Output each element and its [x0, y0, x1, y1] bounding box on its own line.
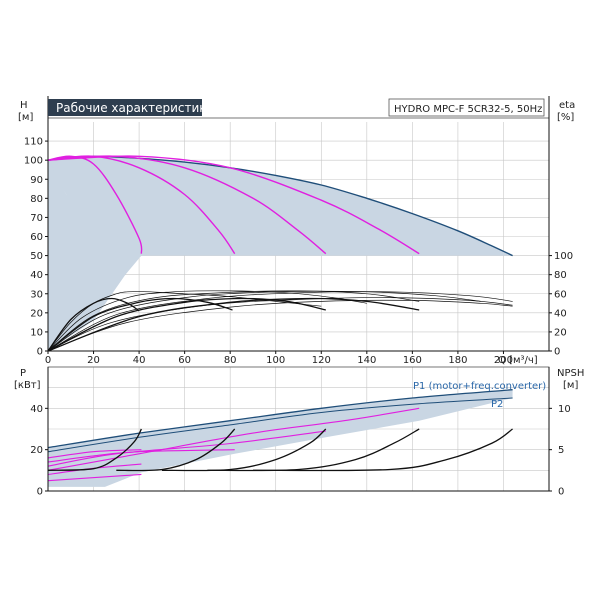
head-tick-label: 110 [24, 137, 43, 148]
eff-curve-4 [47, 297, 420, 352]
eff-curve-3 [47, 297, 326, 352]
npsh-tick-label: 5 [558, 445, 564, 456]
eff-curve-1 [47, 297, 140, 352]
flow-tick-label: 200 [494, 355, 513, 366]
flow-tick-label: 140 [357, 355, 376, 366]
flow-tick-label: 160 [403, 355, 422, 366]
curve-layer [47, 155, 513, 482]
model-box [388, 98, 545, 117]
head-curve-1 [47, 155, 143, 254]
title-box [48, 99, 202, 116]
flow-tick-label: 80 [224, 355, 237, 366]
eta-axis-unit: [%] [557, 112, 574, 123]
head-tick-label: 10 [30, 327, 43, 338]
head-tick-label: 30 [30, 289, 43, 300]
axis-layer: 0 20 40 60 80 100 120 140 160 180 2000102030405060… [24, 96, 573, 498]
head-axis-label: H [20, 100, 28, 111]
power-tick-label: 0 [37, 487, 43, 498]
head-tick-label: 20 [30, 308, 43, 319]
flow-tick-label: 20 [87, 355, 100, 366]
head-tick-label: 50 [30, 251, 43, 262]
power-axis-label: P [20, 368, 26, 379]
power-tick-label: 40 [30, 404, 43, 415]
eta-tick-label: 20 [554, 327, 567, 338]
eff-curve-thin-7 [47, 299, 513, 352]
npsh-tick-label: 0 [558, 487, 564, 498]
npsh-axis-unit: [м] [563, 380, 578, 391]
eta-tick-label: 100 [554, 251, 573, 262]
flow-tick-label: 40 [133, 355, 146, 366]
eff-curve-thin-6 [47, 297, 513, 352]
legend-p2: P2 [491, 399, 503, 410]
eff-curve-2 [47, 297, 233, 352]
head-curve-4 [47, 155, 420, 255]
chart-title: Рабочие характеристики [56, 101, 214, 115]
head-tick-label: 0 [37, 347, 43, 358]
legend-p1: P1 (motor+freq.converter) [413, 381, 546, 392]
flow-tick-label: 180 [448, 355, 467, 366]
power-curve-3 [47, 430, 326, 467]
p2-envelope-curve [47, 397, 513, 453]
head-tick-label: 80 [30, 194, 43, 205]
power-axis-unit: [кВт] [14, 380, 41, 391]
npsh-axis-label: NPSH [557, 368, 584, 379]
eta-tick-label: 0 [554, 347, 560, 358]
eff-curve-thin-5 [47, 291, 513, 352]
npsh-curve-1 [47, 428, 142, 471]
power-operating-area [48, 389, 513, 487]
power-curve-4 [47, 407, 420, 471]
npsh-curve-5 [252, 428, 513, 472]
eff-curve-thin-2 [47, 290, 367, 352]
head-tick-label: 40 [30, 270, 43, 281]
eff-curve-thin-4 [47, 290, 481, 352]
flow-tick-label: 0 [45, 355, 51, 366]
head-tick-label: 100 [24, 156, 43, 167]
head-axis-unit: [м] [18, 112, 33, 123]
flow-tick-label: 120 [312, 355, 331, 366]
head-tick-label: 70 [30, 213, 43, 224]
p1-envelope-curve [47, 389, 513, 449]
eta-tick-label: 80 [554, 270, 567, 281]
flow-axis-unit: Q [м³/ч] [498, 355, 538, 366]
eta-tick-label: 40 [554, 308, 567, 319]
power-curve-6 [47, 473, 142, 482]
npsh-tick-label: 10 [558, 404, 571, 415]
model-label: HYDRO MPC-F 5CR32-5, 50Hz [394, 104, 542, 115]
eta-tick-label: 60 [554, 289, 567, 300]
npsh-curve-2 [116, 428, 236, 472]
eff-curve-thin-3 [47, 290, 420, 352]
flow-tick-label: 100 [266, 355, 285, 366]
power-curve-1 [47, 449, 142, 459]
head-tick-label: 60 [30, 232, 43, 243]
min-speed-area [48, 160, 142, 351]
flow-tick-label: 60 [178, 355, 191, 366]
power-tick-label: 20 [30, 445, 43, 456]
eta-axis-label: eta [559, 100, 575, 111]
npsh-curve-3 [161, 428, 327, 472]
head-tick-label: 90 [30, 175, 43, 186]
